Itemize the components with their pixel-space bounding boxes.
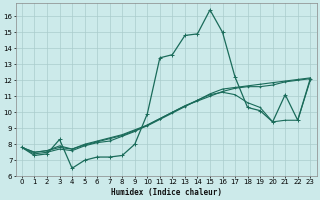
X-axis label: Humidex (Indice chaleur): Humidex (Indice chaleur) — [111, 188, 221, 197]
